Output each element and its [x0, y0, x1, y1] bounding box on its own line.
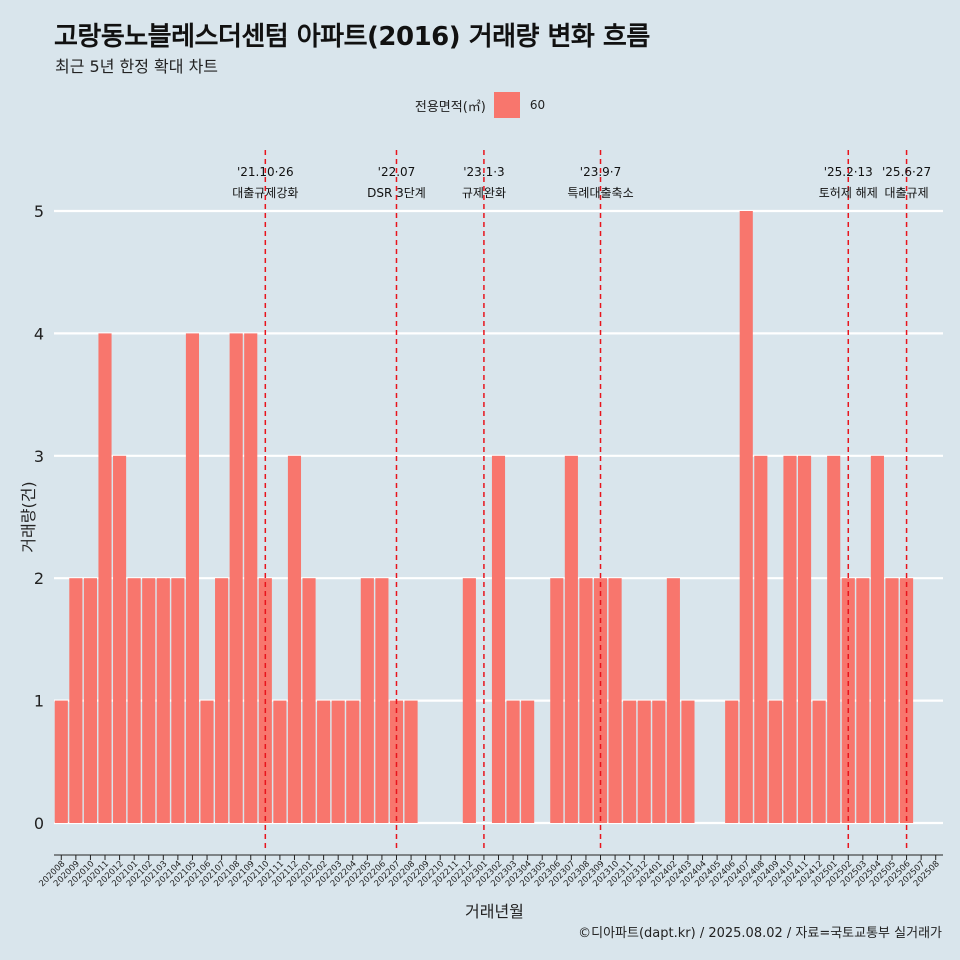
x-axis-title: 거래년월 — [465, 902, 524, 921]
bar — [783, 455, 797, 823]
y-axis-title: 거래량(건) — [19, 481, 38, 552]
bar — [331, 700, 345, 823]
source-caption: ©디아파트(dapt.kr) / 2025.08.02 / 자료=국토교통부 실… — [578, 926, 942, 941]
event-date-label: '21.10·26 — [237, 165, 294, 179]
bar — [273, 700, 287, 823]
bar — [69, 578, 83, 823]
bar — [870, 455, 884, 823]
bar — [491, 455, 506, 823]
legend: 전용면적(㎡) 60 — [0, 92, 960, 118]
bar — [346, 700, 360, 823]
event-date-label: '23.9·7 — [580, 165, 621, 179]
y-tick-label: 1 — [34, 692, 44, 711]
bar — [142, 578, 156, 823]
bar — [302, 578, 316, 823]
bar — [550, 578, 564, 823]
event-date-label: '25.2·13 — [824, 165, 873, 179]
bar — [768, 700, 782, 823]
bar — [885, 578, 899, 823]
event-date-label: '22.07 — [378, 165, 416, 179]
bar — [652, 700, 666, 823]
bar — [389, 700, 404, 823]
event-text-label: DSR 3단계 — [367, 186, 426, 200]
bar — [681, 700, 695, 823]
bar — [462, 578, 476, 823]
bar — [666, 578, 680, 823]
bar — [185, 333, 200, 823]
bar — [171, 578, 185, 823]
bar — [564, 455, 578, 823]
bar — [404, 700, 418, 823]
bar — [754, 455, 768, 823]
bar — [83, 578, 97, 823]
event-text-label: 특례대출축소 — [567, 186, 633, 200]
bar — [98, 333, 112, 823]
bar — [54, 700, 68, 823]
legend-label: 60 — [529, 98, 546, 112]
bar — [506, 700, 520, 823]
bar — [797, 455, 812, 823]
bar — [127, 578, 141, 823]
bar — [827, 455, 841, 823]
bar — [623, 700, 637, 823]
event-date-label: '25.6·27 — [882, 165, 931, 179]
bar — [521, 700, 535, 823]
bar — [608, 578, 622, 823]
bar — [200, 700, 214, 823]
bar — [113, 455, 127, 823]
y-tick-label: 0 — [34, 814, 44, 833]
legend-key-swatch — [493, 92, 520, 118]
bar — [229, 333, 243, 823]
event-date-label: '23.1·3 — [463, 165, 504, 179]
event-text-label: 토허제 해제 — [819, 186, 878, 200]
event-text-label: 대출규제강화 — [232, 186, 298, 200]
bar — [360, 578, 374, 823]
bar — [812, 700, 826, 823]
bar — [856, 578, 870, 823]
bar — [317, 700, 331, 823]
bar — [637, 700, 651, 823]
bar — [739, 211, 753, 823]
y-tick-label: 5 — [34, 202, 44, 221]
bar — [244, 333, 258, 823]
event-text-label: 대출규제 — [884, 186, 928, 200]
chart-title: 고랑동노블레스더센텀 아파트(2016) 거래량 변화 흐름 — [54, 22, 650, 52]
bar — [725, 700, 739, 823]
bar — [579, 578, 593, 823]
legend-title: 전용면적(㎡) — [414, 99, 486, 115]
bar — [215, 578, 229, 823]
bar — [156, 578, 170, 823]
y-tick-label: 4 — [34, 324, 44, 343]
chart-subtitle: 최근 5년 한정 확대 차트 — [55, 57, 219, 76]
y-tick-label: 2 — [34, 569, 44, 588]
y-tick-label: 3 — [34, 447, 44, 466]
bar — [287, 455, 302, 823]
bar — [375, 578, 389, 823]
event-text-label: 규제완화 — [462, 186, 506, 200]
